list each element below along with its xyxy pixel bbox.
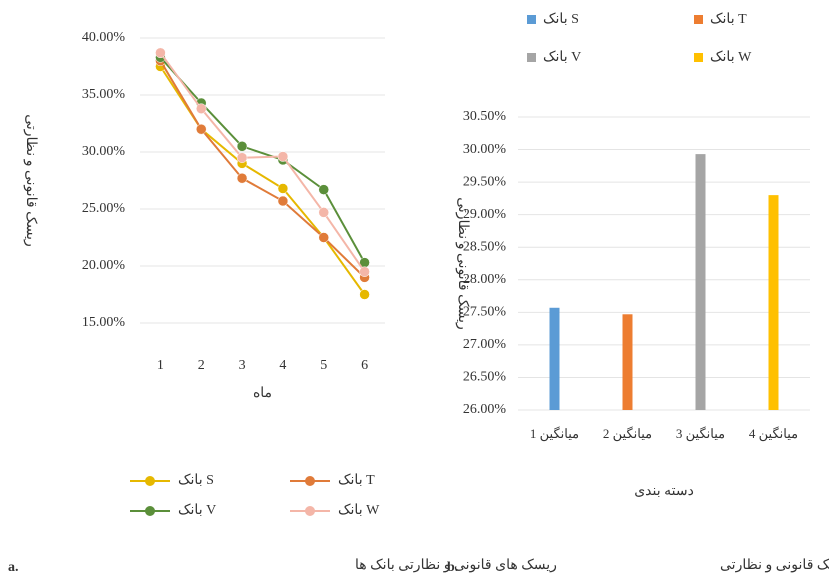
x-tick-label: میانگین 3 (675, 426, 726, 441)
legend-marker (145, 476, 155, 486)
point (236, 172, 248, 184)
point (236, 141, 248, 152)
y-tick-label: 28.50% (463, 239, 507, 254)
series-line (159, 65, 366, 296)
y-axis-label: ریسک قانونی و نظارتی (23, 114, 38, 247)
legend-swatch (527, 15, 536, 24)
legend-label: بانک S (178, 473, 214, 488)
point (318, 232, 329, 243)
series-line (159, 56, 366, 264)
legend-swatch (694, 53, 703, 62)
legend-swatch (694, 15, 703, 24)
x-tick-label: میانگین 1 (529, 426, 580, 441)
point (155, 47, 166, 59)
x-tick-label: 4 (279, 358, 286, 373)
x-tick-label: 6 (361, 358, 368, 373)
y-tick-label: 15.00% (82, 315, 126, 330)
point (318, 207, 329, 218)
y-tick-label: 40.00% (82, 30, 126, 45)
y-tick-label: 35.00% (82, 87, 126, 102)
y-tick-label: 20.00% (82, 258, 126, 273)
x-tick-label: 5 (320, 358, 327, 373)
y-tick-label: 30.50% (463, 109, 507, 124)
point (196, 123, 207, 135)
caption-label: a. (8, 560, 19, 575)
legend-label: بانک V (178, 503, 216, 518)
legend-label: بانک W (338, 503, 380, 518)
caption-label: b. (447, 560, 458, 575)
legend-label: بانک T (710, 12, 747, 27)
series-line (159, 52, 366, 273)
y-tick-label: 27.00% (463, 337, 507, 352)
legend-marker (305, 506, 315, 516)
caption-text: میانگین شاخص های ریسک قانونی و نظارتی (720, 556, 829, 573)
x-axis-label: دسته بندی (634, 484, 694, 499)
series-line (159, 60, 366, 279)
x-tick-label-box: میانگین 3 (675, 426, 726, 441)
legend-marker (145, 506, 155, 516)
point (359, 289, 370, 300)
point (318, 184, 329, 195)
point (277, 195, 289, 207)
legend-swatch (527, 53, 536, 62)
point (277, 183, 289, 194)
y-tick-label: 26.50% (463, 370, 507, 385)
y-tick-label: 27.50% (463, 305, 507, 320)
y-tick-label: 29.00% (463, 207, 507, 222)
y-tick-label: 30.00% (82, 144, 126, 159)
legend-label: بانک S (543, 12, 579, 27)
x-tick-label-box: میانگین 1 (529, 426, 580, 441)
legend-label: بانک V (543, 50, 581, 65)
bar (768, 195, 779, 410)
y-tick-label: 28.00% (463, 272, 507, 287)
point (196, 103, 207, 114)
y-tick-label: 25.00% (82, 201, 126, 216)
x-tick-label: 1 (157, 358, 164, 373)
legend-marker (305, 476, 315, 486)
point (277, 151, 289, 162)
y-axis-label: ریسک قانونی و نظارتی (455, 197, 470, 330)
x-tick-label: میانگین 2 (602, 426, 653, 441)
legend-label: بانک W (710, 50, 752, 65)
x-tick-label: میانگین 4 (748, 426, 799, 441)
y-tick-label: 30.00% (463, 142, 507, 157)
point (359, 266, 370, 277)
bar (622, 314, 633, 410)
x-tick-label-box: میانگین 4 (748, 426, 799, 441)
legend-label: بانک T (338, 473, 375, 488)
x-axis-label: ماه (253, 386, 272, 401)
y-tick-label: 26.00% (463, 402, 507, 417)
point (236, 152, 248, 163)
bar (695, 154, 706, 410)
x-tick-label-box: میانگین 2 (602, 426, 653, 441)
bar (549, 307, 560, 410)
y-tick-label: 29.50% (463, 174, 507, 189)
x-tick-label: 2 (198, 358, 205, 373)
x-tick-label: 3 (239, 358, 246, 373)
caption-text: ریسک های قانونی و نظارتی بانک ها (355, 558, 557, 573)
